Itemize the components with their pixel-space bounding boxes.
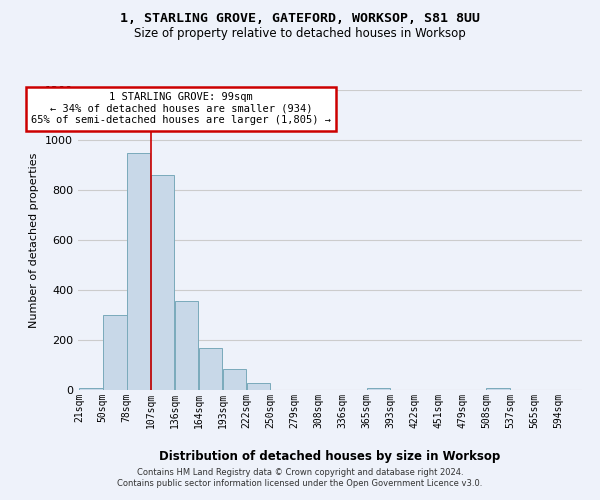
Text: Distribution of detached houses by size in Worksop: Distribution of detached houses by size …	[160, 450, 500, 463]
Text: 1, STARLING GROVE, GATEFORD, WORKSOP, S81 8UU: 1, STARLING GROVE, GATEFORD, WORKSOP, S8…	[120, 12, 480, 26]
Bar	[127, 152, 151, 390]
Bar	[175, 301, 199, 390]
Text: 1 STARLING GROVE: 99sqm
← 34% of detached houses are smaller (934)
65% of semi-d: 1 STARLING GROVE: 99sqm ← 34% of detache…	[31, 92, 331, 126]
Bar	[367, 388, 390, 390]
Bar	[199, 348, 223, 390]
Bar	[223, 369, 247, 390]
Bar	[103, 315, 127, 390]
Y-axis label: Number of detached properties: Number of detached properties	[29, 152, 40, 328]
Bar	[151, 175, 175, 390]
Bar	[247, 383, 270, 390]
Bar	[79, 388, 103, 390]
Text: Size of property relative to detached houses in Worksop: Size of property relative to detached ho…	[134, 28, 466, 40]
Text: Contains HM Land Registry data © Crown copyright and database right 2024.
Contai: Contains HM Land Registry data © Crown c…	[118, 468, 482, 487]
Bar	[487, 388, 510, 390]
